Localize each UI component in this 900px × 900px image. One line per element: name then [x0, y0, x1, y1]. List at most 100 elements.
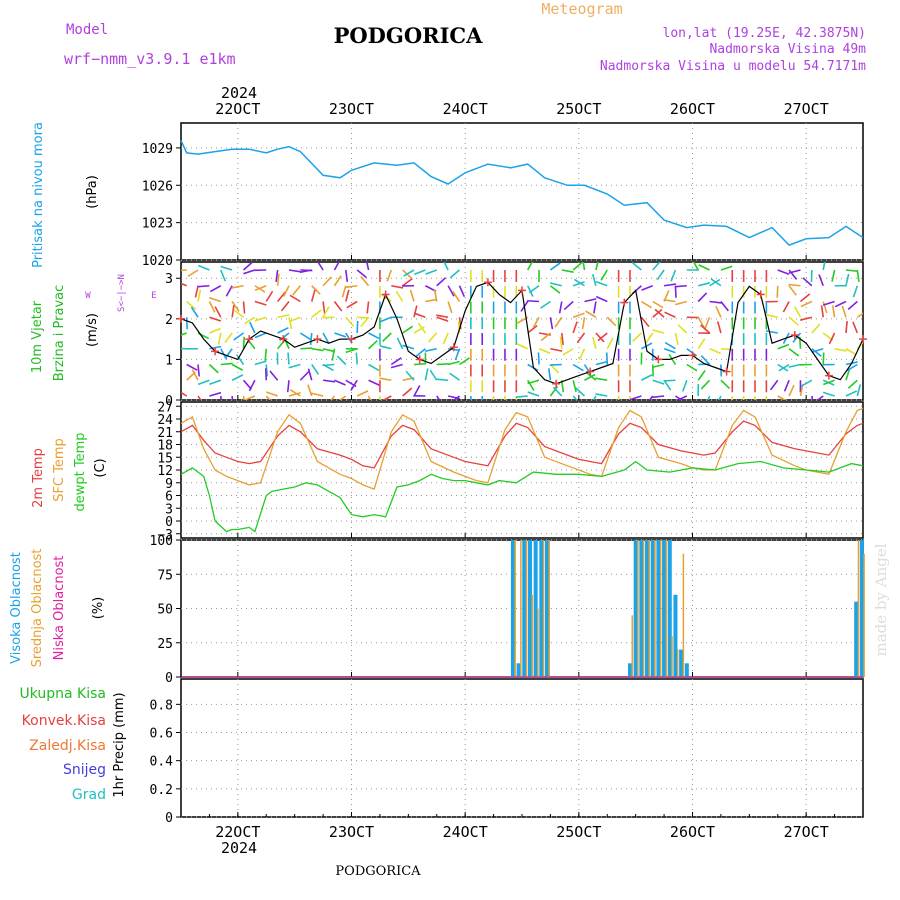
wind-arrow [265, 290, 274, 302]
dewpt-line [180, 460, 864, 533]
compass-ns: S<−|−>N [117, 274, 127, 312]
wind-arrow [181, 282, 187, 287]
wind-arrow [600, 269, 608, 281]
wind-arrow [436, 395, 441, 400]
wind-arrow [254, 300, 267, 306]
wind-arrow [299, 269, 312, 274]
wind-arrow [231, 284, 244, 289]
wind-arrow [181, 391, 188, 397]
wind-arrow [606, 337, 614, 350]
high-cloud-bar [645, 540, 650, 677]
y-tick-label: 100 [150, 534, 173, 549]
wind-arrow [717, 395, 722, 400]
wind-arrow [197, 379, 210, 386]
wind-arrow [595, 295, 608, 303]
compass-e: E [151, 291, 156, 301]
wind-arrow [578, 348, 586, 360]
wind-arrow [834, 300, 847, 308]
wind-arrow [322, 379, 336, 383]
wind-arrow [549, 363, 560, 374]
wind-arrow [811, 395, 814, 400]
precip-unit: 1hr Precip (mm) [112, 692, 127, 797]
wind-arrow [191, 369, 199, 381]
wind-arrow [413, 362, 427, 366]
wind-arrow [429, 369, 438, 381]
y-tick-label: 0.6 [150, 727, 173, 742]
wind-arrow [681, 379, 688, 392]
wind-arrow [368, 363, 380, 372]
y-tick-label: 1023 [142, 217, 173, 232]
wind-arrow [629, 395, 642, 400]
wind-arrow [346, 300, 358, 309]
precip-panel: 0 0.2 0.4 0.6 0.8 [150, 678, 864, 826]
wind-arrow [366, 262, 370, 271]
wind-arrow [845, 273, 850, 286]
wind-arrow [442, 332, 449, 345]
wind-arrow [697, 292, 708, 303]
top-date-24OCT: 24OCT [443, 100, 488, 118]
wind-arrow [288, 317, 293, 330]
wind-arrow [572, 363, 584, 372]
wind-arrow [379, 344, 392, 350]
wind-arrow [322, 276, 332, 287]
wind-arrow [269, 370, 279, 381]
wind-arrow [822, 262, 826, 271]
y-tick-label: 1029 [142, 142, 173, 157]
wind-arrow [254, 332, 267, 339]
pressure-line [180, 140, 864, 246]
wind-arrow [436, 277, 447, 287]
wind-arrow [197, 289, 202, 302]
wind-arrow [433, 289, 438, 302]
dewpt-label: dewpt Temp [73, 432, 88, 511]
top-date-25OCT: 25OCT [556, 100, 601, 118]
wind-arrow [847, 379, 858, 389]
wind-arrow [425, 269, 438, 275]
wind-arrow [322, 347, 335, 353]
wind-arrow [606, 316, 617, 327]
wind-arrow [288, 316, 301, 323]
temp2m-line [180, 420, 864, 469]
wind-arrow [311, 285, 321, 295]
wind-arrow [254, 285, 267, 291]
wind-arrow [822, 300, 835, 306]
wind-arrow [345, 284, 358, 289]
y-tick-label: 0 [165, 671, 173, 686]
wind-arrow [709, 300, 722, 304]
wind-arrow [277, 314, 290, 319]
y-tick-label: 18 [157, 439, 173, 454]
wind-arrow [552, 386, 563, 397]
wind-arrow [562, 348, 574, 356]
wind-arrow [415, 348, 426, 357]
bottom-date-27OCT: 27OCT [784, 823, 829, 841]
y-tick-label: 1 [165, 353, 173, 368]
wind-arrow [242, 336, 245, 349]
wind-arrow [395, 290, 404, 302]
temp2m-label: 2m Temp [31, 448, 46, 508]
wind-arrow [800, 379, 813, 387]
high-cloud-bar [854, 601, 859, 677]
y-tick-label: 0 [165, 394, 173, 409]
wind-arrow [782, 301, 790, 313]
wind-arrow [447, 360, 460, 366]
wind-arrow [845, 320, 848, 334]
wind-arrow [822, 352, 825, 365]
wind-arrow [811, 348, 822, 357]
footer-title: PODGORICA [335, 864, 421, 879]
wind-arrow [595, 262, 599, 271]
sfctemp-label: SFC Temp [52, 438, 67, 502]
wind-arrow [800, 316, 813, 321]
sfc-temp-line [180, 407, 864, 490]
y-tick-label: −3 [157, 528, 173, 543]
wind-arrow [720, 379, 731, 390]
high-cloud-bar [679, 649, 684, 677]
y-tick-label: 6 [165, 490, 173, 505]
wind-arrow [765, 314, 778, 319]
wind-arrow [225, 285, 233, 297]
wind-arrow [788, 316, 799, 326]
wind-arrow [710, 278, 722, 287]
y-tick-label: 75 [157, 568, 173, 583]
y-tick-label: 3 [165, 272, 173, 287]
wind-arrow [516, 343, 529, 350]
wind-arrow [648, 395, 654, 400]
wind-arrow [224, 348, 233, 359]
